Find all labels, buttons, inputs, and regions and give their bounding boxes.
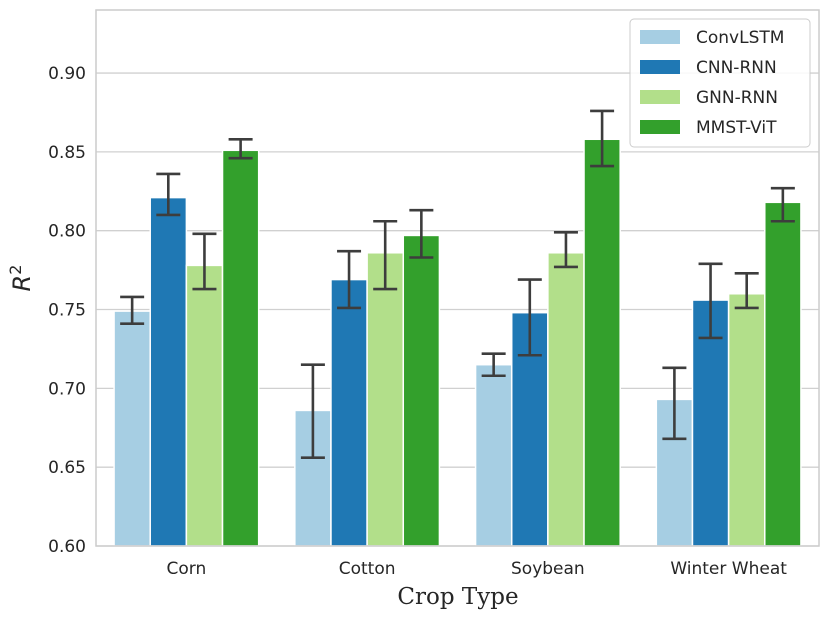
error-bar bbox=[192, 232, 217, 291]
legend-swatch bbox=[640, 60, 680, 74]
error-bar bbox=[590, 109, 615, 168]
error-bar bbox=[156, 172, 181, 217]
bar-mmst-vit-winter-wheat bbox=[764, 201, 802, 547]
y-tick-label: 0.90 bbox=[48, 64, 86, 84]
x-tick-label: Cotton bbox=[339, 559, 396, 579]
bar-cnn-rnn-corn bbox=[149, 196, 188, 547]
error-bar bbox=[517, 278, 542, 357]
error-bar bbox=[228, 137, 253, 160]
bar-gnn-rnn-cotton bbox=[366, 252, 405, 547]
plot-frame bbox=[95, 9, 820, 547]
bar-convlstm-corn bbox=[113, 310, 151, 547]
y-tick-label: 0.60 bbox=[48, 537, 86, 557]
legend-frame bbox=[629, 18, 811, 148]
y-axis-label-base: R bbox=[8, 275, 36, 292]
bar-gnn-rnn-soybean bbox=[547, 252, 585, 547]
legend-swatch bbox=[640, 120, 680, 134]
bar-convlstm-soybean bbox=[474, 363, 513, 547]
error-bar bbox=[409, 208, 434, 259]
y-axis-ticks: 0.60 0.65 0.70 0.75 0.80 0.85 0.90 bbox=[48, 64, 86, 557]
legend-label: ConvLSTM bbox=[696, 28, 784, 48]
error-bar bbox=[553, 230, 578, 269]
bar-gnn-rnn-winter-wheat bbox=[727, 293, 766, 547]
error-bar bbox=[337, 249, 362, 310]
x-tick-label: Corn bbox=[167, 559, 207, 579]
x-axis-label: Crop Type bbox=[397, 584, 518, 610]
bar-cnn-rnn-cotton bbox=[330, 278, 368, 547]
y-axis-label: R2 bbox=[6, 265, 36, 292]
legend-swatch bbox=[640, 30, 680, 44]
error-bar bbox=[300, 363, 325, 460]
y-tick-label: 0.65 bbox=[48, 458, 86, 478]
bar-mmst-vit-soybean bbox=[583, 138, 621, 547]
error-bar bbox=[120, 295, 145, 326]
bar-mmst-vit-corn bbox=[221, 149, 260, 547]
legend: ConvLSTM CNN-RNN GNN-RNN MMST-ViT bbox=[629, 18, 811, 148]
legend-label: MMST-ViT bbox=[696, 118, 777, 138]
error-bars-group bbox=[120, 109, 795, 460]
y-tick-label: 0.70 bbox=[48, 379, 86, 399]
bar-mmst-vit-cotton bbox=[402, 234, 441, 547]
y-tick-label: 0.85 bbox=[48, 143, 86, 163]
error-bar bbox=[698, 262, 723, 340]
error-bar bbox=[481, 352, 506, 378]
y-tick-label: 0.80 bbox=[48, 222, 86, 242]
y-tick-label: 0.75 bbox=[48, 301, 86, 321]
error-bar bbox=[770, 186, 795, 223]
bar-cnn-rnn-soybean bbox=[510, 311, 549, 547]
error-bar bbox=[373, 219, 398, 291]
legend-swatch bbox=[640, 90, 680, 104]
x-tick-label: Winter Wheat bbox=[670, 559, 787, 579]
y-axis-label-sup: 2 bbox=[6, 265, 25, 275]
legend-label: CNN-RNN bbox=[696, 58, 777, 78]
legend-label: GNN-RNN bbox=[696, 88, 778, 108]
x-axis-ticks: Corn Cotton Soybean Winter Wheat bbox=[167, 559, 788, 579]
error-bar bbox=[734, 271, 759, 310]
bar-gnn-rnn-corn bbox=[185, 264, 224, 547]
error-bar bbox=[662, 366, 687, 441]
x-tick-label: Soybean bbox=[511, 559, 585, 579]
